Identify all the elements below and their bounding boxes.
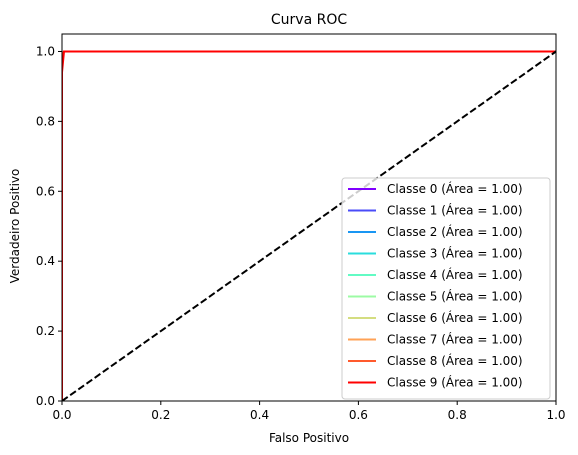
legend-entry-label: Classe 7 (Área = 1.00) [387,332,523,347]
legend-entry-label: Classe 3 (Área = 1.00) [387,246,523,261]
x-tick-label: 1.0 [546,408,565,422]
y-tick-label: 0.0 [36,394,55,408]
x-tick-label: 0.6 [349,408,368,422]
y-tick-label: 0.6 [36,184,55,198]
y-axis-label: Verdadeiro Positivo [8,169,22,284]
x-tick-label: 0.8 [448,408,467,422]
series-lines [62,50,556,401]
legend-entry-label: Classe 1 (Área = 1.00) [387,203,523,218]
legend-entry-label: Classe 6 (Área = 1.00) [387,310,523,325]
legend-box [341,177,551,400]
series-line-classe-9 [62,50,556,401]
plot-area [62,50,556,401]
x-tick-label: 0.0 [52,408,71,422]
legend-entry-label: Classe 2 (Área = 1.00) [387,224,523,239]
x-axis-label: Falso Positivo [269,431,349,445]
legend: Classe 0 (Área = 1.00) Classe 1 (Área = 1… [341,177,551,400]
legend-entry-label: Classe 9 (Área = 1.00) [387,375,523,390]
y-tick-label: 0.2 [36,324,55,338]
y-tick-label: 0.8 [36,114,55,128]
axes-frame [61,33,557,402]
x-tick-label: 0.2 [151,408,170,422]
x-tick-label: 0.4 [250,408,269,422]
reference-diagonal-line [62,50,556,401]
legend-entry-label: Classe 4 (Área = 1.00) [387,267,523,282]
y-tick-label: 0.4 [36,254,55,268]
chart-title: Curva ROC [271,12,347,28]
legend-entry-label: Classe 5 (Área = 1.00) [387,289,523,304]
axis-ticks: 0.0 0.2 0.4 0.6 0.8 1.0 0.0 0.2 0.4 0.6 0.8 1.0 [36,44,566,422]
legend-entry-label: Classe 8 (Área = 1.00) [387,353,523,368]
legend-entry-label: Classe 0 (Área = 1.00) [387,181,523,196]
y-tick-label: 1.0 [36,44,55,58]
